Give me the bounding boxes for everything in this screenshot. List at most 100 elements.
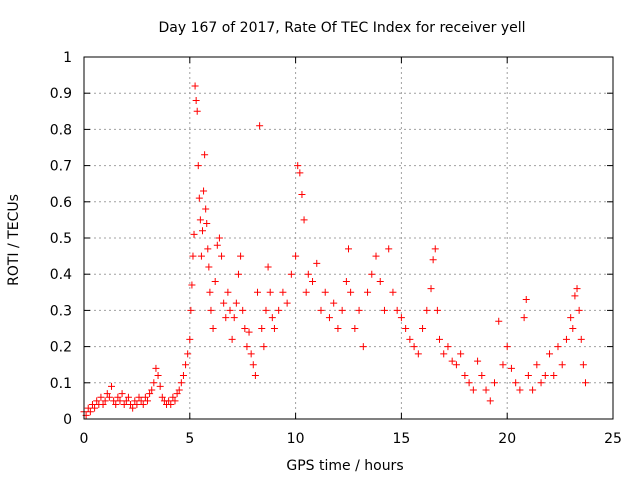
data-point (309, 277, 317, 285)
gridlines (84, 57, 613, 419)
data-point (389, 288, 397, 296)
data-point (169, 393, 177, 401)
data-point (218, 252, 226, 260)
data-point (137, 397, 145, 405)
data-point (237, 252, 245, 260)
data-point (165, 397, 173, 405)
data-point (268, 314, 276, 322)
data-point (191, 82, 199, 90)
data-point (397, 314, 405, 322)
data-point (171, 397, 179, 405)
data-point (228, 335, 236, 343)
data-point (266, 288, 274, 296)
data-point (503, 343, 511, 351)
data-point (569, 325, 577, 332)
data-point (287, 270, 295, 278)
data-point (433, 306, 441, 314)
data-point (133, 401, 141, 409)
data-point (393, 306, 401, 314)
data-point (110, 397, 118, 405)
data-point (189, 252, 197, 260)
data-point (482, 386, 490, 394)
data-point (188, 281, 196, 289)
data-point (204, 245, 212, 253)
data-point (122, 397, 130, 405)
data-point (435, 335, 443, 343)
data-point (213, 241, 221, 249)
y-tick-label: 0.5 (50, 231, 72, 247)
data-point (402, 325, 410, 332)
data-point (187, 306, 195, 314)
y-tick-label: 0.2 (50, 340, 72, 356)
data-point (148, 386, 156, 394)
data-point (230, 314, 238, 322)
data-point (118, 390, 126, 398)
data-point (143, 397, 151, 405)
x-tick-label: 0 (80, 431, 89, 447)
data-point (245, 328, 253, 336)
data-point (99, 401, 107, 409)
data-point (270, 325, 278, 332)
data-point (193, 107, 201, 115)
data-point (376, 277, 384, 285)
data-point (529, 386, 537, 394)
data-point (129, 404, 137, 412)
data-point (448, 357, 456, 365)
data-point (429, 256, 437, 264)
data-point (524, 372, 532, 380)
data-point (410, 343, 418, 351)
data-point (554, 343, 562, 351)
data-point (198, 227, 206, 235)
data-point (116, 397, 124, 405)
data-point (440, 350, 448, 358)
data-point (141, 393, 149, 401)
data-point (300, 216, 308, 224)
y-tick-label: 0.9 (50, 86, 72, 102)
data-point (457, 350, 465, 358)
chart-title: Day 167 of 2017, Rate Of TEC Index for r… (158, 20, 525, 36)
data-point (203, 220, 211, 228)
data-point (520, 314, 528, 322)
data-point (177, 379, 185, 387)
y-tick-label: 0.8 (50, 122, 72, 138)
data-point (275, 306, 283, 314)
x-tick-label: 20 (498, 431, 516, 447)
y-tick-label: 0 (63, 412, 72, 428)
data-point (573, 285, 581, 293)
data-point (86, 408, 94, 416)
data-point (234, 270, 242, 278)
data-point (179, 372, 187, 380)
data-point (368, 270, 376, 278)
data-point (345, 245, 352, 253)
data-point (205, 263, 213, 271)
data-point (186, 335, 194, 343)
data-point (431, 245, 439, 253)
x-tick-label: 15 (392, 431, 410, 447)
data-point (197, 252, 205, 260)
data-point (495, 317, 503, 325)
data-point (342, 277, 350, 285)
data-point (232, 299, 240, 307)
data-point (256, 122, 264, 130)
data-point (279, 288, 287, 296)
data-point (465, 379, 473, 387)
data-point (192, 96, 200, 104)
data-point (156, 382, 164, 390)
data-point (478, 372, 486, 380)
data-point (533, 361, 541, 369)
data-point (249, 361, 257, 369)
data-point (423, 306, 431, 314)
data-point (260, 343, 268, 351)
data-point (196, 216, 204, 224)
data-point (507, 364, 515, 372)
data-point (243, 343, 251, 351)
data-point (414, 350, 422, 358)
data-point (264, 263, 272, 271)
data-point (135, 393, 143, 401)
data-point (251, 372, 259, 380)
data-point (486, 397, 494, 405)
data-point (359, 343, 367, 351)
data-point (317, 306, 325, 314)
data-point (114, 393, 122, 401)
